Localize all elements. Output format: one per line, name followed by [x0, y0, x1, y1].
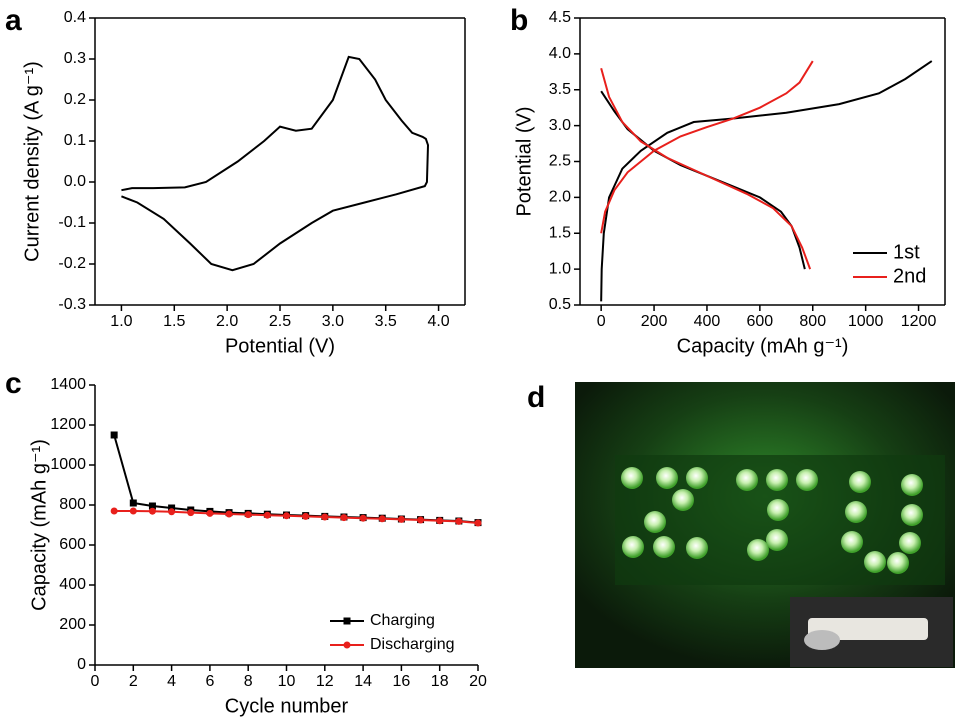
y-tick-label: 3.5 [549, 81, 571, 98]
legend-marker [343, 641, 351, 649]
y-tick-label: 4.0 [549, 45, 571, 62]
marker [397, 515, 405, 523]
legend-label: 2nd [893, 265, 926, 287]
marker [148, 502, 156, 510]
x-tick-label: 4.0 [427, 313, 449, 330]
marker [110, 431, 118, 439]
marker [206, 509, 214, 517]
x-tick-label: 0 [91, 673, 100, 690]
marker [187, 509, 195, 517]
y-tick-label: 1200 [50, 416, 86, 433]
x-tick-label: 3.0 [322, 313, 344, 330]
y-tick-label: 2.5 [549, 153, 571, 170]
marker [359, 514, 367, 522]
x-tick-label: 1.5 [163, 313, 185, 330]
y-tick-label: 1.5 [549, 224, 571, 241]
marker [378, 515, 386, 523]
x-axis-label: Capacity (mAh g⁻¹) [677, 335, 849, 357]
y-tick-label: 1000 [50, 456, 86, 473]
marker [244, 511, 252, 519]
x-tick-label: 1200 [901, 313, 937, 330]
y-tick-label: 4.5 [549, 9, 571, 26]
y-tick-label: 0 [77, 656, 86, 673]
marker [283, 512, 290, 520]
legend-marker [343, 617, 351, 625]
x-tick-label: 4 [167, 673, 176, 690]
photo: d [527, 381, 955, 668]
x-tick-label: 18 [431, 673, 449, 690]
x-tick-label: 600 [747, 313, 774, 330]
x-tick-label: 2 [129, 673, 138, 690]
x-tick-label: 2.5 [269, 313, 291, 330]
y-tick-label: 0.3 [64, 50, 86, 67]
y-tick-label: 0.0 [64, 173, 86, 190]
data-line [600, 60, 933, 302]
x-tick-label: 20 [469, 673, 487, 690]
x-tick-label: 200 [641, 313, 668, 330]
y-axis-label: Potential (V) [513, 106, 535, 216]
y-tick-label: 0.1 [64, 132, 86, 149]
x-tick-label: 2.0 [216, 313, 238, 330]
y-tick-label: 0.5 [549, 296, 571, 313]
x-tick-label: 1000 [848, 313, 884, 330]
x-tick-label: 8 [244, 673, 253, 690]
marker [225, 510, 233, 518]
x-tick-label: 10 [278, 673, 296, 690]
marker [436, 517, 444, 525]
x-tick-label: 400 [694, 313, 721, 330]
y-tick-label: 1400 [50, 376, 86, 393]
y-tick-label: -0.2 [58, 255, 86, 272]
legend-label: Charging [370, 612, 435, 629]
y-tick-label: 3.0 [549, 117, 571, 134]
y-tick-label: 2.0 [549, 189, 571, 206]
marker [321, 513, 329, 521]
marker [110, 507, 118, 515]
marker [263, 511, 271, 519]
x-tick-label: 800 [799, 313, 826, 330]
marker [340, 514, 348, 522]
x-tick-label: 3.5 [375, 313, 397, 330]
legend-label: Discharging [370, 636, 454, 653]
y-tick-label: 400 [59, 576, 86, 593]
y-tick-label: 600 [59, 536, 86, 553]
data-line [121, 55, 430, 272]
y-tick-label: 200 [59, 616, 86, 633]
x-tick-label: 12 [316, 673, 334, 690]
y-tick-label: 1.0 [549, 260, 571, 277]
panel-label: c [5, 367, 22, 400]
leds [621, 467, 923, 574]
panel-label: a [5, 4, 22, 37]
y-tick-label: 0.2 [64, 91, 86, 108]
y-axis-label: Capacity (mAh g⁻¹) [28, 439, 50, 611]
x-tick-label: 6 [205, 673, 214, 690]
y-tick-label: 800 [59, 496, 86, 513]
y-tick-label: 0.4 [64, 9, 86, 26]
marker [129, 499, 137, 507]
marker [168, 504, 176, 512]
data-line [600, 60, 814, 270]
panel-label: d [527, 381, 545, 414]
inset-cell [804, 630, 840, 650]
x-tick-label: 0 [597, 313, 606, 330]
x-tick-label: 1.0 [110, 313, 132, 330]
marker [417, 516, 425, 524]
panel-label: b [510, 4, 528, 37]
inset-clip [808, 618, 928, 640]
x-axis-label: Potential (V) [225, 335, 335, 357]
x-tick-label: 14 [354, 673, 372, 690]
marker [129, 507, 137, 515]
marker [455, 517, 463, 525]
y-axis-label: Current density (A g⁻¹) [21, 61, 43, 262]
marker [168, 508, 176, 516]
x-tick-label: 16 [393, 673, 411, 690]
y-tick-label: -0.1 [58, 214, 86, 231]
marker [474, 519, 482, 527]
y-tick-label: -0.3 [58, 296, 86, 313]
marker [302, 512, 310, 520]
legend-label: 1st [893, 241, 920, 263]
marker [148, 507, 156, 515]
x-axis-label: Cycle number [225, 695, 349, 717]
